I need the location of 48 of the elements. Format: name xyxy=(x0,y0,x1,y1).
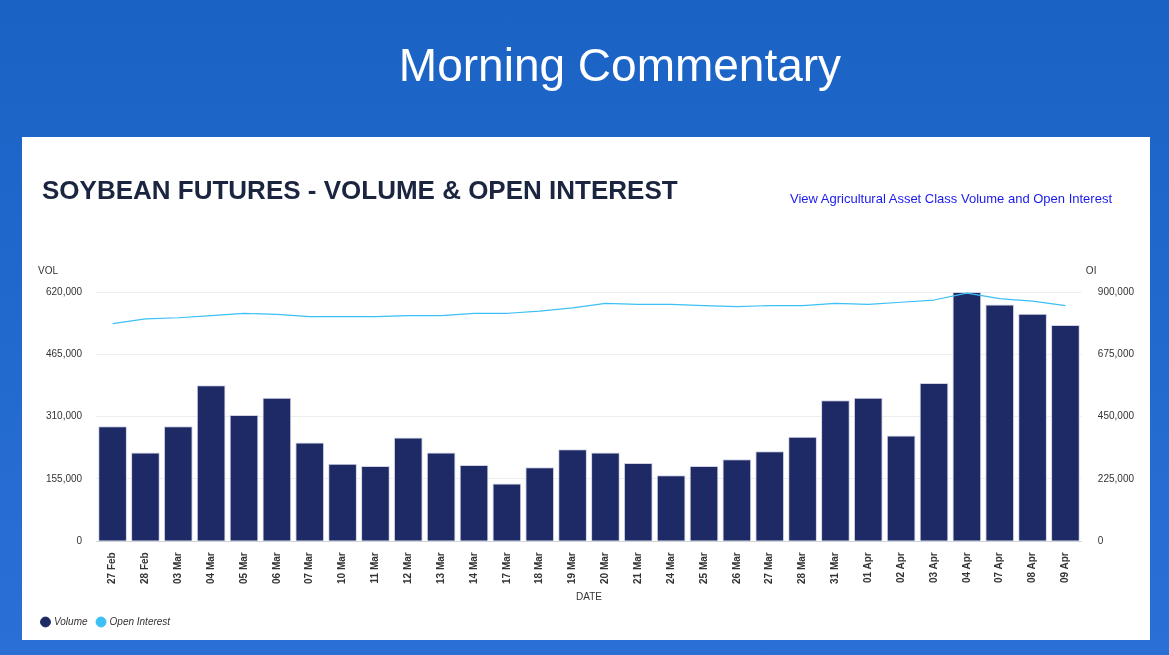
x-tick-label: 28 Mar xyxy=(796,552,808,584)
text: View Agricultural Asset Class Volume and Open Interest xyxy=(789,191,1112,206)
y2-tick-label: 900,000 xyxy=(1097,285,1135,297)
y-tick-label: 155,000 xyxy=(45,472,83,484)
x-tick-label: 11 Mar xyxy=(369,552,381,584)
x-tick-label: 05 Mar xyxy=(237,552,249,584)
x-tick-label: 07 Apr xyxy=(993,552,1005,584)
x-tick-label: 24 Mar xyxy=(664,552,676,584)
x-axis-title: DATE xyxy=(576,590,603,602)
x-tick-label: 03 Apr xyxy=(927,552,939,584)
x-tick-label: 27 Feb xyxy=(106,552,118,584)
x-tick-label: 25 Mar xyxy=(697,552,709,584)
x-tick-label: 14 Mar xyxy=(467,552,479,584)
text: Morning Commentary xyxy=(397,38,843,92)
y-tick-label: 465,000 xyxy=(45,348,83,360)
x-tick-label: 27 Mar xyxy=(763,552,775,584)
x-tick-label: 31 Mar xyxy=(829,552,841,584)
y2-tick-label: 225,000 xyxy=(1097,472,1135,484)
x-tick-label: 28 Feb xyxy=(139,552,151,584)
x-tick-label: 17 Mar xyxy=(500,552,512,584)
x-tick-label: 18 Mar xyxy=(533,552,545,584)
x-tick-label: 10 Mar xyxy=(336,552,348,584)
x-tick-label: 07 Mar xyxy=(303,552,315,584)
y-tick-label: 0 xyxy=(76,535,83,547)
y2-tick-label: 0 xyxy=(1097,535,1104,547)
legend-label: Volume xyxy=(54,615,88,627)
x-tick-label: 02 Apr xyxy=(894,552,906,584)
x-tick-label: 01 Apr xyxy=(862,552,874,584)
x-tick-label: 08 Apr xyxy=(1026,552,1038,584)
y2-axis-title: OI xyxy=(1085,264,1097,276)
chart-title: SOYBEAN FUTURES - VOLUME & OPEN INTEREST xyxy=(42,175,678,206)
x-tick-label: 26 Mar xyxy=(730,552,742,584)
y2-tick-label: 450,000 xyxy=(1097,410,1135,422)
y-tick-label: 310,000 xyxy=(45,410,83,422)
x-tick-label: 12 Mar xyxy=(402,552,414,584)
legend-label: Open Interest xyxy=(109,615,172,627)
x-tick-label: 21 Mar xyxy=(632,552,644,584)
x-tick-label: 04 Apr xyxy=(960,552,972,584)
x-tick-label: 04 Mar xyxy=(204,552,216,584)
x-tick-label: 09 Apr xyxy=(1059,552,1071,584)
x-tick-label: 20 Mar xyxy=(599,552,611,584)
x-tick-label: 06 Mar xyxy=(270,552,282,584)
x-tick-label: 03 Mar xyxy=(172,552,184,584)
y2-tick-label: 675,000 xyxy=(1097,348,1135,360)
y-tick-label: 620,000 xyxy=(45,285,83,297)
y-axis-title: VOL xyxy=(38,264,59,276)
x-tick-label: 19 Mar xyxy=(566,552,578,584)
x-tick-label: 13 Mar xyxy=(434,552,446,584)
